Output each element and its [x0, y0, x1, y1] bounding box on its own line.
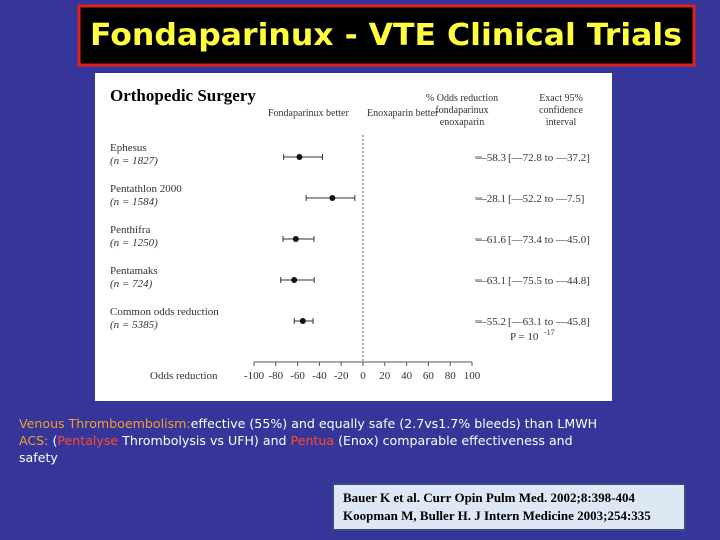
point-estimate — [329, 195, 336, 201]
study-name: Pentamaks — [110, 265, 158, 277]
x-tick-label: 100 — [464, 370, 481, 382]
point-estimate — [296, 154, 303, 160]
x-tick-label: 60 — [423, 370, 435, 382]
ci-text: [—72.8 to —37.2] — [508, 152, 590, 164]
note-segment: effective (55%) and equally safe (2.7vs1… — [191, 416, 597, 431]
x-tick-label: 80 — [445, 370, 457, 382]
odds-reduction: —61.6 — [475, 234, 507, 246]
column-header: interval — [546, 117, 577, 128]
ci-text: [—73.4 to —45.0] — [508, 234, 590, 246]
reference: Koopman M, Buller H. J Intern Medicine 2… — [343, 508, 651, 523]
x-tick-label: -40 — [312, 370, 327, 382]
content: Orthopedic Surgery Fondaparinux better Eno… — [19, 86, 651, 523]
ci-text: [—63.1 to —45.8] — [508, 316, 590, 328]
point-estimate — [299, 318, 306, 324]
note-segment: (Enox) comparable effectiveness and — [334, 433, 573, 448]
reference-box — [332, 483, 686, 531]
note-line: safety — [19, 450, 58, 465]
x-tick-label: 0 — [360, 370, 366, 382]
note-segment: Pentua — [291, 433, 335, 448]
study-name: Penthifra — [110, 224, 150, 236]
note-segment: ACS: — [19, 433, 48, 448]
study-n: (n = 1250) — [110, 237, 158, 249]
x-tick-label: -80 — [268, 370, 283, 382]
title: Fondaparinux - VTE Clinical Trials — [90, 18, 682, 53]
note-segment: Pentalyse — [57, 433, 118, 448]
favors-left: Fondaparinux better — [268, 108, 349, 119]
x-tick-label: -20 — [334, 370, 349, 382]
axis-label: Odds reduction — [150, 370, 218, 382]
figure-heading: Orthopedic Surgery — [110, 86, 256, 105]
note-segment: Venous Thromboembolism: — [19, 416, 191, 431]
point-estimate — [291, 277, 298, 283]
note-segment: ( — [48, 433, 57, 448]
study-n: (n = 1827) — [110, 155, 158, 167]
p-exponent: -17 — [544, 328, 555, 337]
x-tick-label: 20 — [379, 370, 391, 382]
x-tick-label: -60 — [290, 370, 305, 382]
title-box — [77, 4, 696, 67]
point-estimate — [292, 236, 299, 242]
odds-reduction: —28.1 — [475, 193, 506, 205]
study-n: (n = 1584) — [110, 196, 158, 208]
study-n: (n = 724) — [110, 278, 153, 290]
column-header: Exact 95% — [539, 93, 583, 104]
x-tick-label: -100 — [244, 370, 265, 382]
figure-panel — [95, 73, 612, 401]
odds-reduction: —58.3 — [475, 152, 507, 164]
note-line: ACS: (Pentalyse Thrombolysis vs UFH) and… — [19, 433, 573, 448]
column-header: enoxaparin — [440, 117, 484, 128]
note-segment: safety — [19, 450, 58, 465]
ci-text: [—52.2 to —7.5] — [508, 193, 584, 205]
x-tick-label: 40 — [401, 370, 413, 382]
note-line: Venous Thromboembolism:effective (55%) a… — [19, 416, 597, 431]
study-n: (n = 5385) — [110, 319, 158, 331]
column-header: fondaparinux — [435, 105, 488, 116]
study-name: Ephesus — [110, 142, 147, 154]
odds-reduction: —55.2 — [475, 316, 506, 328]
study-name: Common odds reduction — [110, 306, 219, 318]
odds-reduction: —63.1 — [475, 275, 506, 287]
favors-right: Enoxaparin better — [367, 108, 439, 119]
column-header: % Odds reduction — [426, 93, 498, 104]
study-name: Pentathlon 2000 — [110, 183, 182, 195]
reference: Bauer K et al. Curr Opin Pulm Med. 2002;… — [343, 490, 636, 505]
column-header: confidence — [539, 105, 583, 116]
note-segment: Thrombolysis vs UFH) and — [118, 433, 290, 448]
p-value: P = 10 — [510, 331, 539, 343]
ci-text: [—75.5 to —44.8] — [508, 275, 590, 287]
